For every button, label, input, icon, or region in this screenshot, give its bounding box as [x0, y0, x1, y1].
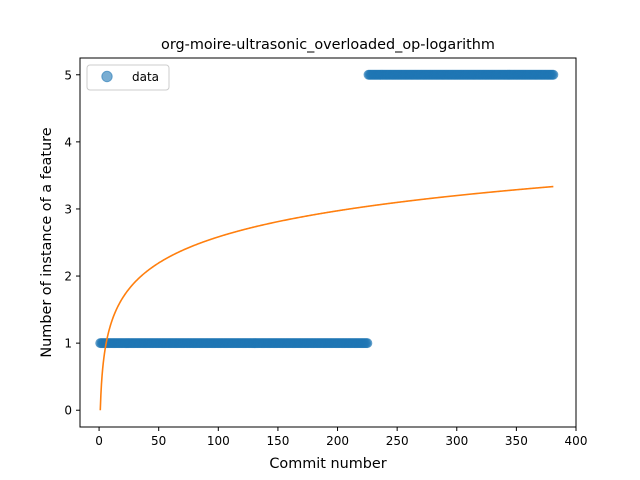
legend-marker-data — [101, 70, 113, 83]
y-tick-label: 5 — [64, 68, 72, 82]
legend: data — [86, 64, 170, 91]
x-tick-label: 250 — [386, 434, 409, 448]
y-axis-label: Number of instance of a feature — [39, 127, 55, 357]
chart-title: org-moire-ultrasonic_overloaded_op-logar… — [161, 37, 495, 53]
x-axis-ticks: 0 50 100 150 200 250 300 350 400 — [95, 427, 587, 448]
y-axis-ticks: 0 1 2 3 4 5 — [64, 68, 80, 418]
x-tick-label: 350 — [505, 434, 528, 448]
x-tick-label: 50 — [151, 434, 166, 448]
x-tick-label: 100 — [207, 434, 230, 448]
y-tick-label: 2 — [64, 270, 72, 284]
x-tick-label: 150 — [266, 434, 289, 448]
x-tick-label: 200 — [326, 434, 349, 448]
x-tick-label: 0 — [95, 434, 103, 448]
y-tick-label: 0 — [64, 404, 72, 418]
axes-frame — [79, 57, 577, 428]
y-tick-label: 3 — [64, 202, 72, 216]
data-point — [362, 338, 373, 349]
fit-curve — [99, 185, 554, 411]
x-tick-label: 300 — [445, 434, 468, 448]
y-tick-label: 4 — [64, 135, 72, 149]
x-tick-label: 400 — [565, 434, 588, 448]
data-layer — [95, 69, 559, 411]
plot-area — [79, 57, 577, 428]
x-axis-label: Commit number — [269, 456, 386, 472]
data-point — [548, 69, 559, 80]
legend-label-data: data — [132, 70, 159, 84]
y-tick-label: 1 — [64, 337, 72, 351]
